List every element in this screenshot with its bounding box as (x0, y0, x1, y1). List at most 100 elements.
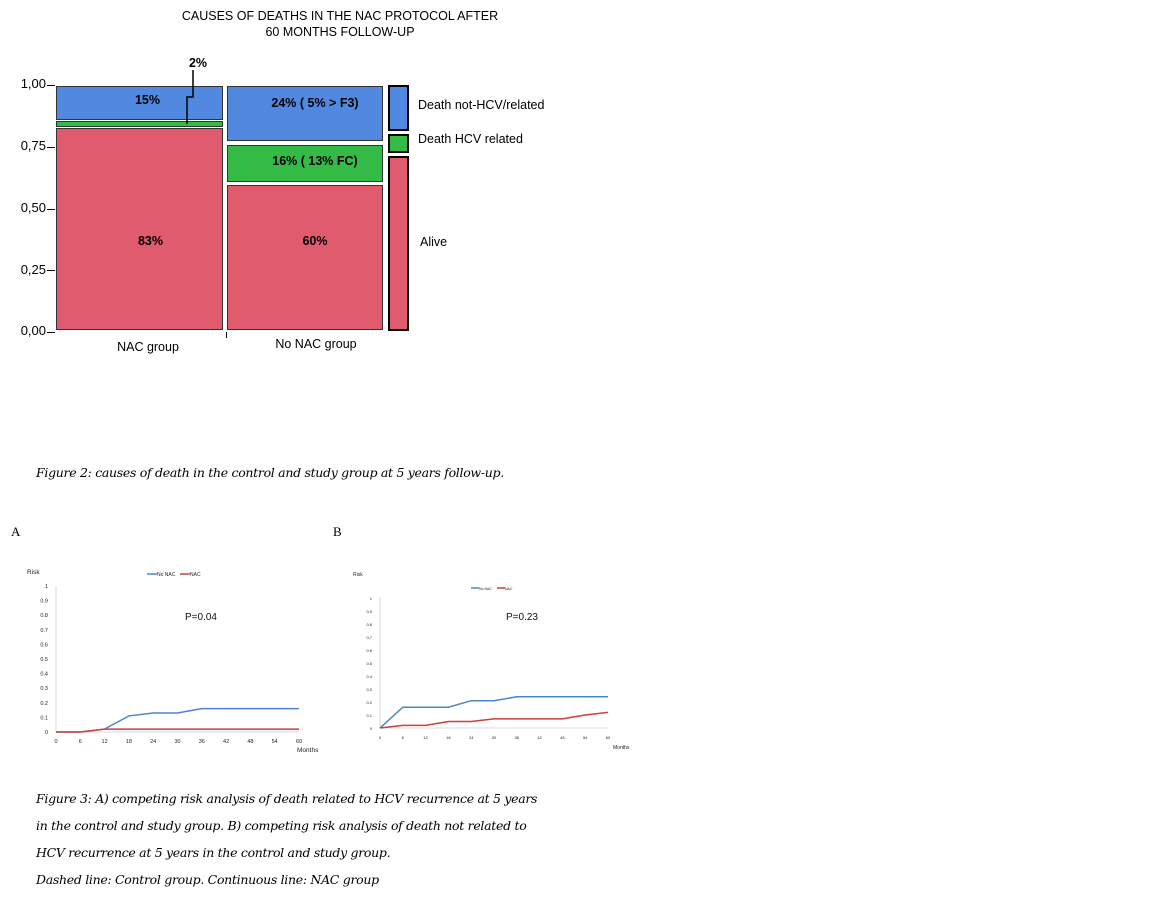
legend-swatch-not-hcv (388, 85, 409, 131)
y-tick-label: 0.3 (366, 687, 372, 692)
y-tick (47, 332, 55, 333)
x-tick-label: 36 (515, 735, 520, 740)
x-tick-label: 12 (423, 735, 428, 740)
y-tick-label: 0,25 (20, 262, 46, 277)
y-tick-label: 0.4 (40, 672, 48, 678)
legend-label-hcv: Death HCV related (418, 132, 523, 146)
legend-label: NAC (505, 587, 513, 591)
category-label-nonac: No NAC group (275, 337, 357, 351)
y-tick-label: 0.7 (40, 628, 48, 634)
x-tick-label: 0 (379, 735, 382, 740)
panel-b-label: B (333, 524, 342, 539)
y-tick-label: 1,00 (20, 76, 46, 91)
figure-2-caption: Figure 2: causes of death in the control… (36, 465, 504, 480)
nac-not-hcv-label: 15% (134, 93, 161, 107)
nonac-not-hcv-segment (227, 86, 383, 141)
x-tick-label: 54 (583, 735, 588, 740)
legend-label: NAC (190, 572, 201, 578)
y-tick-label: 1 (370, 596, 373, 601)
y-tick-label: 0,50 (20, 200, 46, 215)
nac-not-hcv-segment (56, 86, 223, 120)
callout-leader-line (186, 70, 194, 124)
figure-3-caption-line: HCV recurrence at 5 years in the control… (36, 845, 391, 860)
nonac-alive-label: 60% (302, 234, 328, 248)
mosaic-title: CAUSES OF DEATHS IN THE NAC PROTOCOL AFT… (120, 8, 560, 40)
title-line-1: CAUSES OF DEATHS IN THE NAC PROTOCOL AFT… (181, 9, 499, 23)
y-tick-label: 0.8 (40, 613, 48, 619)
y-tick-label: 0.6 (40, 642, 48, 648)
x-tick-label: 42 (223, 739, 229, 745)
x-tick-label: 48 (560, 735, 565, 740)
y-axis-label: Risk (353, 572, 363, 578)
x-axis-label: Months (613, 745, 630, 751)
y-tick-label: 0.5 (40, 657, 48, 663)
x-tick-label: 48 (247, 739, 253, 745)
figure-3-caption-line: Dashed line: Control group. Continuous l… (36, 872, 379, 887)
y-tick-label: 0.1 (40, 715, 48, 721)
y-tick-label: 0.7 (366, 635, 372, 640)
x-tick-label: 24 (469, 735, 474, 740)
legend-swatch-hcv (388, 134, 409, 153)
y-tick-label: 1 (45, 584, 48, 590)
risk-chart-b: 0 0.1 0.2 0.3 0.4 0.5 0.6 0.7 0.8 0.9 1 0 6 12 18 24 30 3… (353, 572, 630, 751)
series-line-nac (379, 711, 609, 729)
category-label-nac: NAC group (117, 340, 179, 354)
x-tick-label: 36 (199, 739, 205, 745)
y-tick-label: 0.1 (366, 713, 372, 718)
y-tick-label: 0 (45, 730, 48, 736)
x-axis-label: Months (297, 747, 319, 754)
legend-label: No NAC (479, 587, 492, 591)
figure-3-caption-line: Figure 3: A) competing risk analysis of … (36, 791, 538, 806)
y-tick-label: 0.4 (366, 674, 372, 679)
y-axis-label: Risk (27, 569, 40, 576)
x-tick-label: 6 (402, 735, 405, 740)
y-tick (47, 147, 55, 148)
x-tick-label: 60 (606, 735, 611, 740)
y-tick-label: 0,00 (20, 323, 46, 338)
nonac-hcv-segment (227, 145, 383, 182)
nac-alive-label: 83% (137, 234, 164, 248)
x-tick-label: 12 (102, 739, 108, 745)
y-tick-label: 0 (370, 726, 373, 731)
panel-a-label: A (11, 524, 21, 539)
y-tick (47, 270, 55, 271)
y-tick (47, 85, 55, 86)
series-line-nac (56, 728, 299, 733)
y-tick-label: 0.6 (366, 648, 372, 653)
y-tick (47, 209, 55, 210)
nac-hcv-segment (56, 121, 223, 127)
x-tick-label: 42 (537, 735, 542, 740)
nonac-not-hcv-label: 24% ( 5% > F3) (271, 96, 359, 110)
x-tick-label: 54 (272, 739, 278, 745)
x-tick-label: 18 (126, 739, 132, 745)
y-tick-label: 0.9 (366, 609, 372, 614)
legend-label-alive: Alive (420, 235, 448, 249)
x-tick-label: 6 (79, 739, 82, 745)
p-value-annotation: P=0.04 (185, 612, 217, 623)
nac-hcv-label: 2% (188, 56, 208, 70)
x-tick-label: 30 (174, 739, 180, 745)
title-line-2: 60 MONTHS FOLLOW-UP (265, 25, 415, 39)
legend-label-not-hcv: Death not-HCV/related (418, 98, 545, 112)
x-tick-label: 60 (296, 739, 302, 745)
nonac-alive-segment (227, 185, 383, 330)
y-tick-label: 0.9 (40, 599, 48, 605)
y-tick-label: 0.8 (366, 622, 372, 627)
figure-3-caption-line: in the control and study group. B) compe… (36, 818, 527, 833)
legend-swatch-alive (388, 156, 409, 331)
x-tick-label: 30 (492, 735, 497, 740)
x-tick-label: 0 (54, 739, 57, 745)
nac-alive-segment (56, 128, 223, 330)
y-tick-label: 0.3 (40, 686, 48, 692)
series-line-no-nac (379, 696, 608, 729)
x-tick-label: 24 (150, 739, 156, 745)
p-value-annotation: P=0.23 (506, 612, 538, 623)
y-tick-label: 0.2 (40, 701, 48, 707)
x-tick-label: 18 (446, 735, 451, 740)
y-tick-label: 0.2 (366, 700, 372, 705)
y-tick-label: 0.5 (366, 661, 372, 666)
y-tick-label: 0,75 (20, 138, 46, 153)
nonac-hcv-label: 16% ( 13% FC) (272, 154, 358, 168)
legend-label: No NAC (157, 572, 176, 578)
x-tick (226, 332, 227, 338)
